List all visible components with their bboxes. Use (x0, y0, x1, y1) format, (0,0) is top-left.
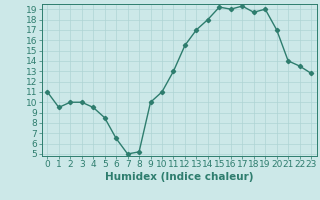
X-axis label: Humidex (Indice chaleur): Humidex (Indice chaleur) (105, 172, 253, 182)
